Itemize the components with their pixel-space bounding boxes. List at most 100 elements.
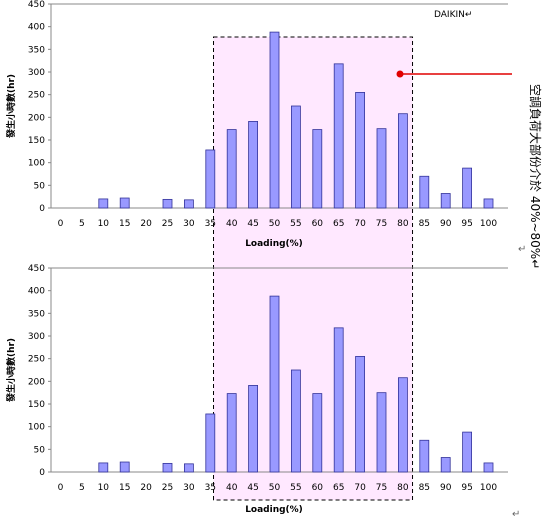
bar-25 <box>162 462 173 473</box>
y-tick-label: 200 <box>28 113 45 123</box>
top-bar-chart: 0 50 100 150 200 250 300 350 400 450 0 5 10 15 20 25 30 3… <box>5 0 508 249</box>
x-axis-label: Loading(%) <box>245 505 303 515</box>
bar-100 <box>483 198 494 209</box>
paragraph-mark-2: ↵ <box>512 509 520 518</box>
x-tick-label: 65 <box>333 219 344 229</box>
x-tick-label: 70 <box>354 483 366 493</box>
y-tick-label: 400 <box>28 23 45 33</box>
x-tick-label: 95 <box>461 219 472 229</box>
x-tick-label: 50 <box>269 219 281 229</box>
y-tick-label: 150 <box>28 136 45 146</box>
y-tick-label: 0 <box>39 204 45 214</box>
x-tick-label: 10 <box>98 483 110 493</box>
y-tick-label: 350 <box>28 309 45 319</box>
x-tick-label: 45 <box>247 483 258 493</box>
x-tick-label: 65 <box>333 483 344 493</box>
x-axis-label: Loading(%) <box>245 239 303 249</box>
bar-10 <box>98 462 109 473</box>
y-tick-label: 250 <box>28 91 45 101</box>
x-tick-label: 35 <box>205 219 216 229</box>
y-axis-label: 發生小時數(hr) <box>5 74 17 139</box>
x-tick-label: 80 <box>397 483 409 493</box>
bar-50 <box>269 31 280 209</box>
x-tick-label: 0 <box>58 219 64 229</box>
x-tick-label: 70 <box>354 219 366 229</box>
bar-15 <box>119 461 130 473</box>
bar-65 <box>333 327 344 473</box>
x-tick-label: 40 <box>226 219 238 229</box>
x-tick-label: 35 <box>205 483 216 493</box>
x-tick-label: 30 <box>183 219 195 229</box>
paragraph-mark-1: ↵ <box>518 244 526 255</box>
x-tick-label: 85 <box>419 219 430 229</box>
y-tick-label: 350 <box>28 45 45 55</box>
y-tick-label: 50 <box>34 445 46 455</box>
x-tick-label: 10 <box>98 219 110 229</box>
x-tick-label: 85 <box>419 483 430 493</box>
bar-25 <box>162 198 173 209</box>
y-tick-label: 450 <box>28 0 45 10</box>
bottom-bar-chart: 0 50 100 150 200 250 300 350 400 450 0 5 10 15 20 25 30 3… <box>5 264 508 515</box>
bar-65 <box>333 63 344 209</box>
x-tick-label: 60 <box>312 483 324 493</box>
bar-60 <box>312 129 323 209</box>
x-tick-label: 100 <box>480 219 497 229</box>
y-tick-label: 0 <box>39 468 45 478</box>
marker-dot <box>396 70 404 78</box>
x-tick-label: 15 <box>119 483 130 493</box>
bar-55 <box>290 369 301 473</box>
x-tick-label: 100 <box>480 483 497 493</box>
y-tick-label: 450 <box>28 264 45 274</box>
bar-40 <box>226 393 237 473</box>
x-tick-label: 45 <box>247 219 258 229</box>
x-tick-label: 55 <box>290 219 301 229</box>
bar-30 <box>183 199 194 209</box>
bar-35 <box>205 413 216 473</box>
bar-75 <box>376 128 387 209</box>
y-tick-label: 300 <box>28 332 45 342</box>
bar-55 <box>290 105 301 209</box>
x-tick-label: 90 <box>440 483 452 493</box>
x-tick-label: 5 <box>79 483 85 493</box>
bar-100 <box>483 462 494 473</box>
y-tick-label: 150 <box>28 400 45 410</box>
x-tick-label: 15 <box>119 219 130 229</box>
bar-45 <box>248 121 259 209</box>
x-tick-label: 20 <box>140 219 152 229</box>
bar-40 <box>226 129 237 209</box>
bar-95 <box>462 167 473 209</box>
bar-50 <box>269 295 280 473</box>
annotation-text: 空調負荷大部份介於 40%~80%↵ <box>528 84 543 269</box>
annotation-marker <box>396 70 512 78</box>
bar-90 <box>440 193 451 209</box>
bar-10 <box>98 198 109 209</box>
x-tick-label: 75 <box>376 219 387 229</box>
y-tick-label: 250 <box>28 355 45 365</box>
y-tick-label: 100 <box>28 423 45 433</box>
bar-15 <box>119 197 130 209</box>
y-tick-label: 300 <box>28 68 45 78</box>
y-tick-label: 200 <box>28 377 45 387</box>
bar-60 <box>312 393 323 473</box>
bar-70 <box>355 355 366 473</box>
bar-75 <box>376 392 387 473</box>
x-tick-label: 20 <box>140 483 152 493</box>
x-tick-label: 25 <box>162 219 173 229</box>
x-tick-label: 90 <box>440 219 452 229</box>
x-tick-label: 75 <box>376 483 387 493</box>
x-tick-label: 50 <box>269 483 281 493</box>
x-tick-label: 80 <box>397 219 409 229</box>
x-tick-label: 0 <box>58 483 64 493</box>
x-tick-label: 60 <box>312 219 324 229</box>
brand-label: DAIKIN↵ <box>434 10 472 20</box>
bar-45 <box>248 385 259 473</box>
y-tick-label: 50 <box>34 181 46 191</box>
bar-90 <box>440 457 451 473</box>
bar-95 <box>462 431 473 473</box>
x-tick-label: 30 <box>183 483 195 493</box>
bar-80 <box>397 113 408 209</box>
bar-35 <box>205 149 216 209</box>
x-tick-label: 95 <box>461 483 472 493</box>
bar-85 <box>419 439 430 473</box>
